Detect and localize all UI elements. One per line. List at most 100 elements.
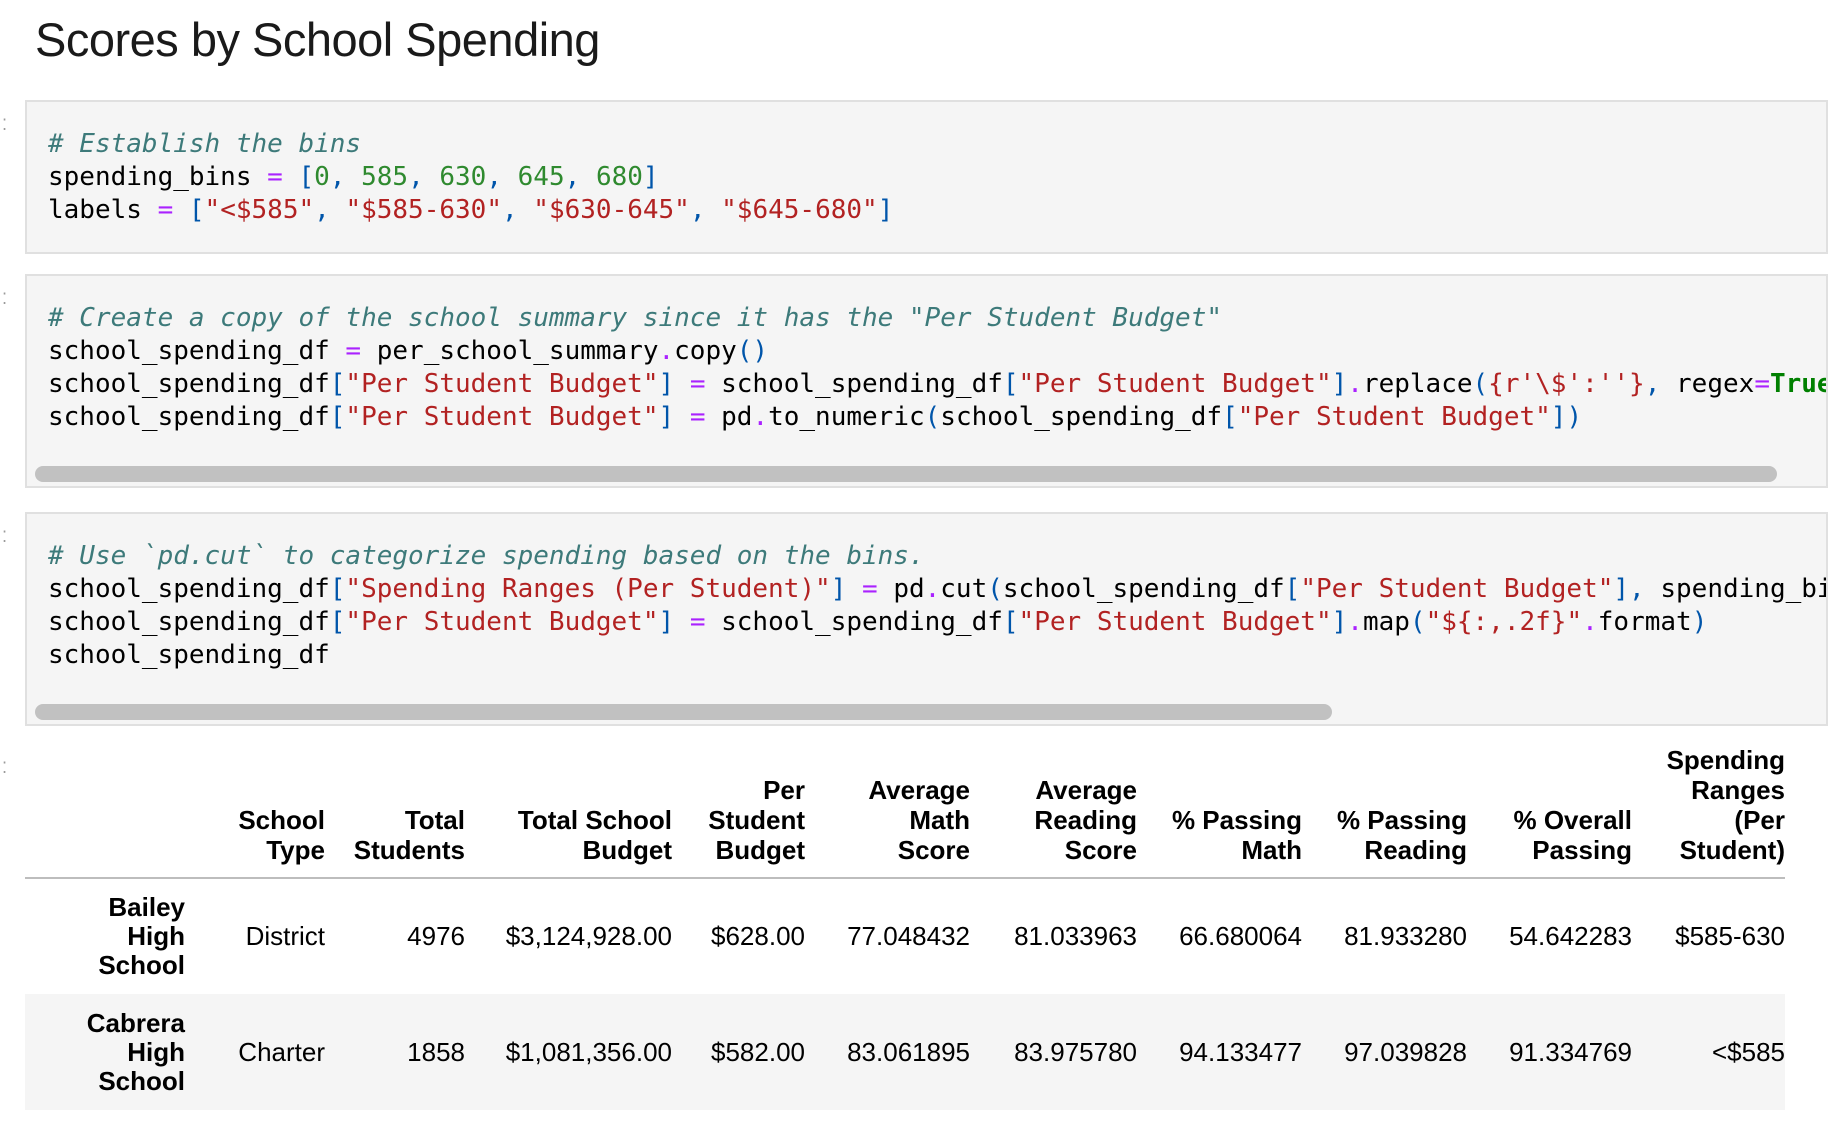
dataframe-output: School Type Total Students Total School Bud… <box>25 745 1785 1110</box>
code-token: ] <box>1331 369 1348 399</box>
code-token: ( <box>1472 369 1489 399</box>
horizontal-scrollbar[interactable] <box>35 704 1332 720</box>
column-header: Average Math Score <box>805 745 970 879</box>
header-line: Math <box>1241 835 1302 865</box>
header-line: Students <box>353 835 465 865</box>
header-line: Average <box>868 775 970 805</box>
code-editor[interactable]: # Use `pd.cut` to categorize spending ba… <box>48 540 1826 672</box>
code-token: = <box>689 369 706 399</box>
cell-drag-handle[interactable]: ⁚ <box>2 529 8 546</box>
code-token: school_spending_df <box>940 402 1223 432</box>
code-token: "$645-680" <box>721 195 878 225</box>
cell-drag-handle[interactable]: ⁚ <box>2 291 8 308</box>
column-header: % Passing Reading <box>1302 745 1467 879</box>
header-line: High <box>127 921 185 951</box>
table-cell: 94.133477 <box>1179 1036 1302 1067</box>
code-token: , <box>689 195 722 225</box>
code-token: , <box>564 162 596 192</box>
row-index: Bailey High School <box>25 878 185 994</box>
code-token: ] <box>658 369 675 399</box>
header-line: Student) <box>1679 835 1785 865</box>
cell-drag-handle[interactable]: ⁚ <box>2 760 8 777</box>
header-line: Total <box>404 805 465 835</box>
code-token: = <box>1754 369 1770 399</box>
code-token: map <box>1362 607 1410 637</box>
code-token: ( <box>1409 607 1426 637</box>
code-token: per_school_summary <box>376 336 659 366</box>
table-cell: $585-630 <box>1675 921 1785 951</box>
header-line: Total School <box>517 805 672 835</box>
code-token: ( <box>987 574 1003 604</box>
header-line: School <box>238 805 325 835</box>
table-cell: $582.00 <box>711 1036 805 1067</box>
header-line: Bailey <box>108 892 185 922</box>
code-token: "<$585" <box>204 195 315 225</box>
header-line: Passing <box>1532 835 1632 865</box>
code-comment: # Establish the bins <box>48 129 362 159</box>
header-line: Reading <box>1034 805 1137 835</box>
code-token: ] <box>830 574 847 604</box>
code-token: pd <box>893 574 925 604</box>
header-line: Spending <box>1666 745 1785 775</box>
table-cell: 81.033963 <box>1014 921 1137 951</box>
code-token: ) <box>1691 607 1708 637</box>
code-token: "$630-645" <box>533 195 690 225</box>
code-token: ] <box>658 607 675 637</box>
code-token: True <box>1769 369 1828 399</box>
code-token: "Per Student Budget" <box>1300 574 1614 604</box>
header-line: Student <box>708 805 805 835</box>
code-token: "Spending Ranges (Per Student)" <box>345 574 831 604</box>
code-token: [ <box>329 574 346 604</box>
code-cell-copy[interactable]: # Create a copy of the school summary si… <box>25 274 1828 488</box>
horizontal-scrollbar[interactable] <box>35 466 1777 482</box>
table-cell: Charter <box>238 1036 325 1067</box>
code-token: school_spending_df <box>48 402 330 432</box>
code-token: to_numeric <box>768 402 925 432</box>
code-token: format <box>1597 607 1692 637</box>
table-cell: $628.00 <box>711 921 805 951</box>
code-cell-bins[interactable]: # Establish the bins spending_bins = [0,… <box>25 100 1828 254</box>
code-token: . <box>752 402 769 432</box>
code-token: copy <box>674 336 737 366</box>
code-token: [ <box>329 369 346 399</box>
code-token: 630 <box>439 162 487 192</box>
code-token: school_spending_df <box>721 607 1003 637</box>
header-line: (Per <box>1734 805 1785 835</box>
code-comment: # Use `pd.cut` to categorize spending ba… <box>48 541 925 571</box>
code-token: , <box>408 162 440 192</box>
code-editor[interactable]: # Create a copy of the school summary si… <box>48 302 1828 434</box>
header-line: School <box>98 950 185 980</box>
code-token: [ <box>298 162 315 192</box>
header-line: Average <box>1035 775 1137 805</box>
code-token: ( <box>924 402 941 432</box>
code-token: labels <box>48 195 142 225</box>
code-editor[interactable]: # Establish the bins spending_bins = [0,… <box>48 128 893 227</box>
column-header: Spending Ranges (Per Student) <box>1632 745 1785 879</box>
code-token: ] <box>877 195 894 225</box>
code-token: [ <box>1284 574 1301 604</box>
code-token: ], <box>1613 574 1661 604</box>
header-line: Per <box>763 775 805 805</box>
code-token: school_spending_df <box>721 369 1003 399</box>
table-cell: <$585 <box>1711 1036 1785 1067</box>
header-line: Score <box>1064 835 1137 865</box>
code-token: [ <box>329 402 346 432</box>
header-line: Reading <box>1364 835 1467 865</box>
table-cell: 1858 <box>407 1036 465 1067</box>
code-token: "Per Student Budget" <box>1237 402 1551 432</box>
column-header: % Overall Passing <box>1467 745 1632 879</box>
code-token: "Per Student Budget" <box>1018 369 1332 399</box>
header-line: % Passing <box>1336 805 1467 835</box>
code-token: [ <box>188 195 205 225</box>
code-token: cut <box>940 574 988 604</box>
column-header: Per Student Budget <box>672 745 805 879</box>
header-line: Cabrera <box>86 1007 185 1038</box>
code-token: ] <box>1331 607 1348 637</box>
code-token: 645 <box>517 162 565 192</box>
code-token: {r'\$':''} <box>1488 369 1645 399</box>
column-header: Total School Budget <box>465 745 672 879</box>
cell-drag-handle[interactable]: ⁚ <box>2 117 8 134</box>
code-cell-cut[interactable]: # Use `pd.cut` to categorize spending ba… <box>25 512 1828 726</box>
code-token: school_spending_df <box>1002 574 1285 604</box>
code-token: . <box>1582 607 1598 637</box>
